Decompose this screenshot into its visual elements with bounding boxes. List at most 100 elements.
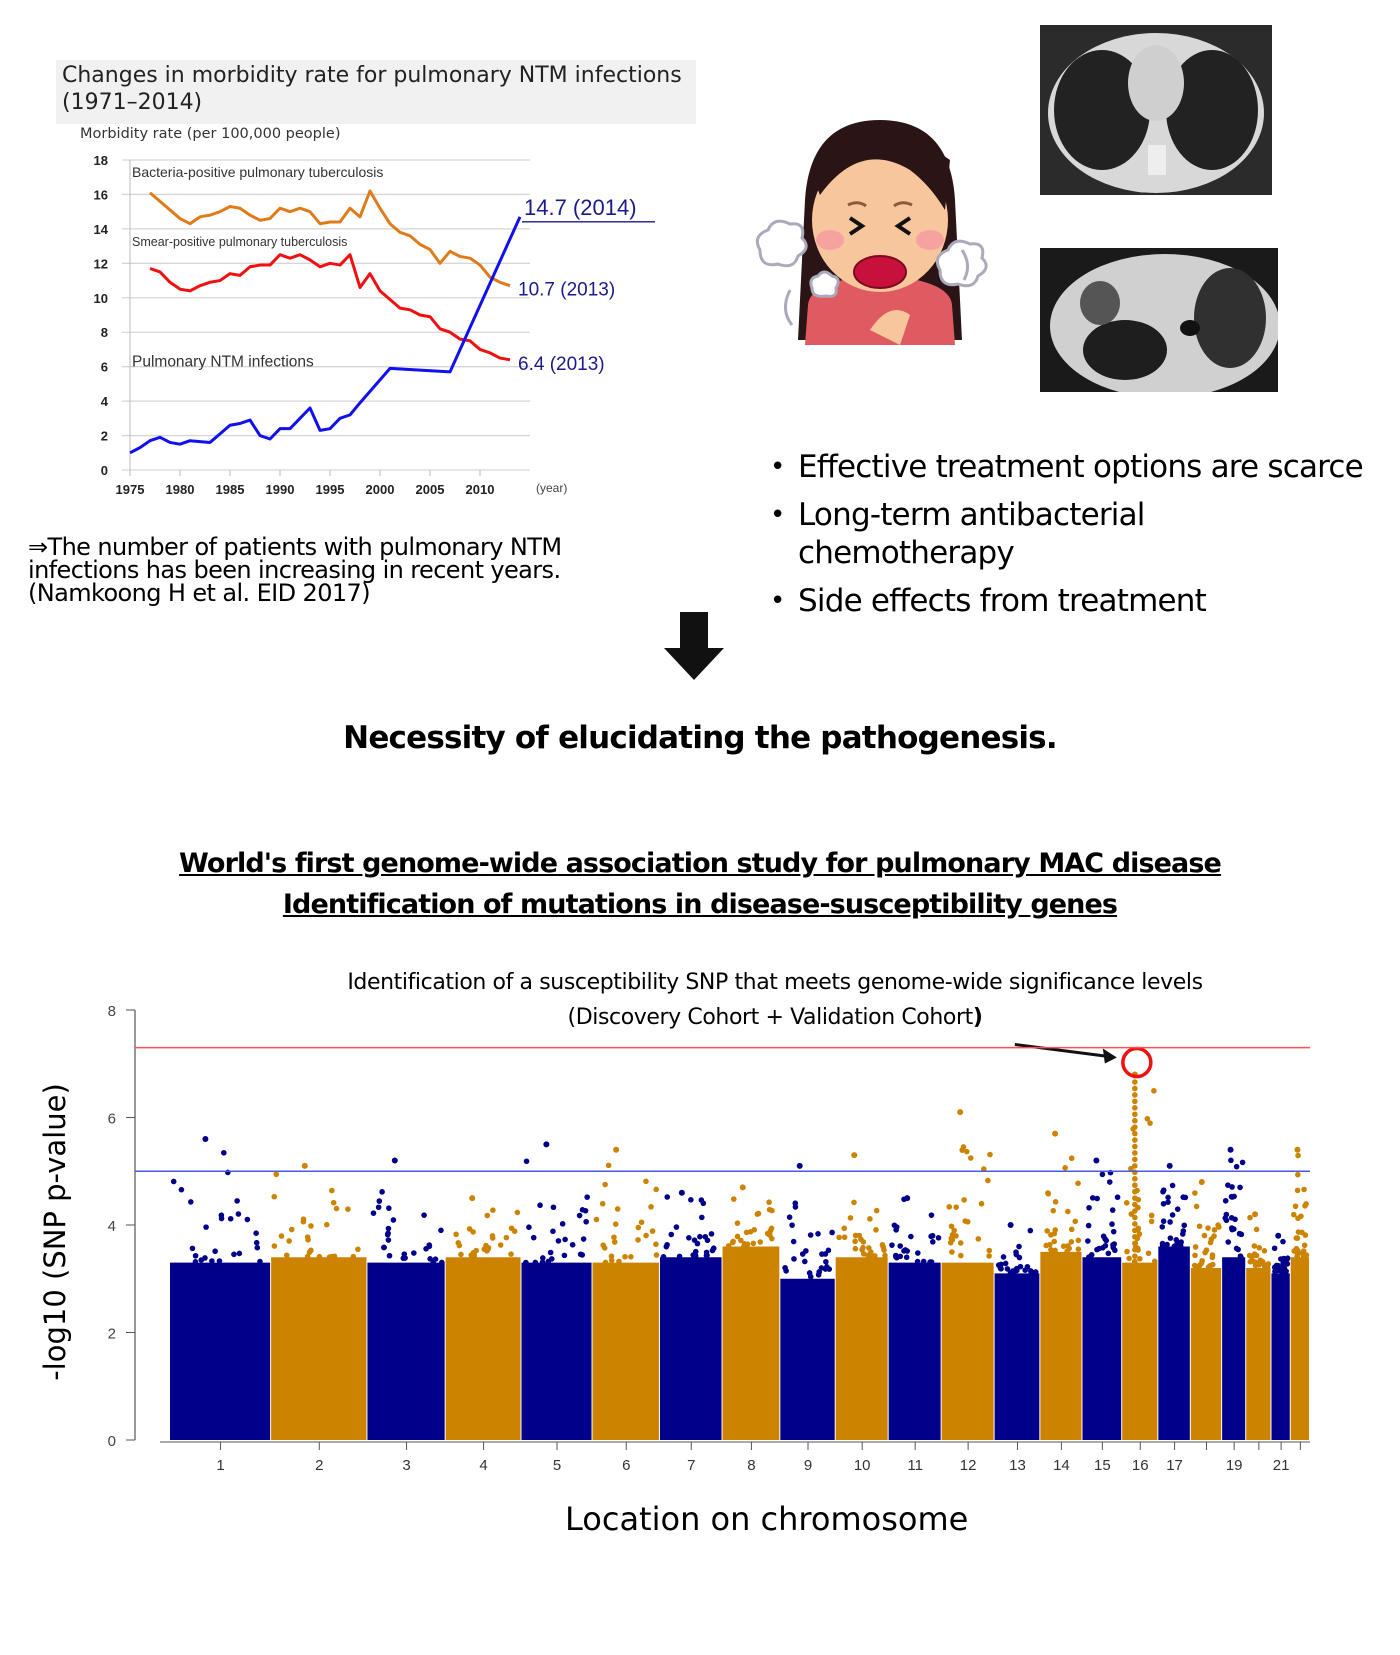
snp-point xyxy=(1132,1092,1138,1098)
snp-point xyxy=(867,1216,873,1222)
snp-point xyxy=(920,1258,927,1265)
snp-point xyxy=(1159,1243,1166,1249)
snp-point xyxy=(730,1196,737,1202)
snp-point xyxy=(608,1253,615,1260)
snp-point xyxy=(559,1221,566,1227)
snp-point xyxy=(540,1255,546,1261)
snp-point xyxy=(889,1242,895,1248)
snp-point xyxy=(1072,1218,1079,1225)
lead-snp-arrow xyxy=(1014,1043,1110,1058)
chromosome-snp-block xyxy=(521,1262,592,1440)
bullet-text: Long-term antibacterial xyxy=(798,497,1145,533)
snp-point xyxy=(1144,1115,1151,1122)
snp-point xyxy=(470,1229,476,1235)
snp-point xyxy=(427,1256,433,1262)
chromosome-snp-block xyxy=(1222,1257,1246,1440)
snp-point xyxy=(1089,1195,1096,1201)
snp-point xyxy=(1052,1247,1058,1254)
snp-point xyxy=(1008,1270,1014,1276)
line-chart-y-axis-label: Morbidity rate (per 100,000 people) xyxy=(80,126,341,142)
snp-point xyxy=(935,1235,942,1241)
snp-point xyxy=(1151,1088,1157,1094)
snp-point xyxy=(602,1181,608,1188)
chromosome-snp-block xyxy=(170,1262,271,1440)
snp-point xyxy=(1132,1085,1138,1092)
snp-point xyxy=(847,1215,854,1221)
snp-point xyxy=(897,1243,904,1249)
bullet-item: Side effects from treatment xyxy=(770,582,1363,620)
snp-point xyxy=(948,1223,955,1230)
snp-point xyxy=(601,1245,608,1251)
snp-point xyxy=(852,1232,859,1239)
snp-point xyxy=(254,1244,261,1251)
snp-point xyxy=(1060,1243,1067,1249)
snp-point xyxy=(915,1250,921,1256)
snp-point xyxy=(1136,1255,1143,1262)
snp-point xyxy=(490,1207,496,1213)
snp-point xyxy=(1132,1246,1138,1253)
snp-point xyxy=(747,1228,754,1235)
snp-point xyxy=(1145,1250,1152,1257)
gwas-title-line-2: Identification of mutations in disease-s… xyxy=(282,889,1118,920)
snp-point xyxy=(1247,1214,1253,1221)
snp-point xyxy=(688,1197,694,1203)
shirt-shape xyxy=(805,275,955,345)
snp-point xyxy=(1165,1199,1171,1205)
snp-point xyxy=(1223,1211,1230,1218)
snp-point xyxy=(497,1242,504,1248)
snp-point xyxy=(852,1238,858,1245)
snp-point xyxy=(458,1251,464,1258)
series-line xyxy=(129,216,522,455)
line-chart-title: Changes in morbidity rate for pulmonary … xyxy=(62,63,682,115)
snp-point xyxy=(698,1214,705,1221)
snp-point xyxy=(189,1245,196,1252)
snp-point xyxy=(836,1234,842,1241)
snp-point xyxy=(1290,1211,1297,1218)
snp-point xyxy=(271,1243,278,1249)
snp-point xyxy=(1151,1258,1158,1265)
snp-point xyxy=(550,1228,556,1235)
chromosome-snp-block xyxy=(1158,1246,1190,1440)
snp-point xyxy=(580,1236,587,1242)
snp-point xyxy=(221,1149,227,1156)
snp-point xyxy=(489,1235,496,1241)
x-tick-label: 21 xyxy=(1273,1457,1290,1474)
bullet-text: Side effects from treatment xyxy=(798,583,1207,619)
snp-peak-point xyxy=(1007,1222,1014,1228)
snp-point xyxy=(231,1251,237,1258)
snp-point xyxy=(768,1225,775,1232)
snp-point xyxy=(1246,1252,1253,1259)
snp-point xyxy=(1114,1194,1121,1201)
snp-point xyxy=(1302,1232,1309,1238)
snp-point xyxy=(1205,1264,1212,1270)
snp-point xyxy=(602,1259,609,1266)
x-tick-label: 7 xyxy=(687,1457,695,1474)
series-label: Bacteria-positive pulmonary tuberculosis xyxy=(132,164,383,180)
line-chart: 0 2 4 6 8 10 12 14 16 18 1975 1980 1985 1990 1995 2000 2… xyxy=(94,153,655,497)
snp-point xyxy=(1075,1237,1082,1244)
snp-point xyxy=(616,1258,622,1265)
snp-point xyxy=(1132,1208,1138,1214)
x-tick-label: 4 xyxy=(479,1457,487,1474)
snp-peak-point xyxy=(202,1136,209,1142)
x-axis-label: (year) xyxy=(536,481,567,495)
snp-point xyxy=(216,1258,223,1264)
snp-point xyxy=(1147,1120,1153,1126)
snp-point xyxy=(1004,1266,1011,1272)
snp-point xyxy=(286,1238,292,1244)
snp-point xyxy=(1016,1243,1022,1250)
chromosome-snp-block xyxy=(271,1257,367,1440)
y-tick-label: 8 xyxy=(101,325,108,340)
snp-point xyxy=(1167,1219,1173,1225)
snp-peak-point xyxy=(469,1195,476,1202)
snp-point xyxy=(333,1205,340,1212)
snp-point xyxy=(1132,1130,1138,1137)
snp-peak-point xyxy=(904,1195,911,1202)
snp-point xyxy=(664,1241,670,1248)
snp-point xyxy=(426,1243,433,1250)
chromosome-snp-block xyxy=(994,1273,1040,1440)
snp-point xyxy=(316,1253,323,1260)
snp-point xyxy=(192,1252,199,1259)
